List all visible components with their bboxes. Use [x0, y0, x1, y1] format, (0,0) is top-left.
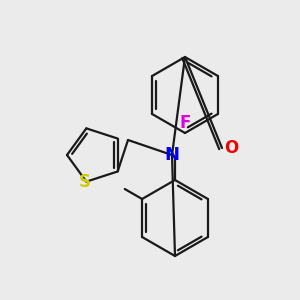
Text: N: N — [164, 146, 179, 164]
Text: O: O — [224, 139, 238, 157]
Text: F: F — [179, 114, 191, 132]
Text: S: S — [78, 172, 90, 190]
